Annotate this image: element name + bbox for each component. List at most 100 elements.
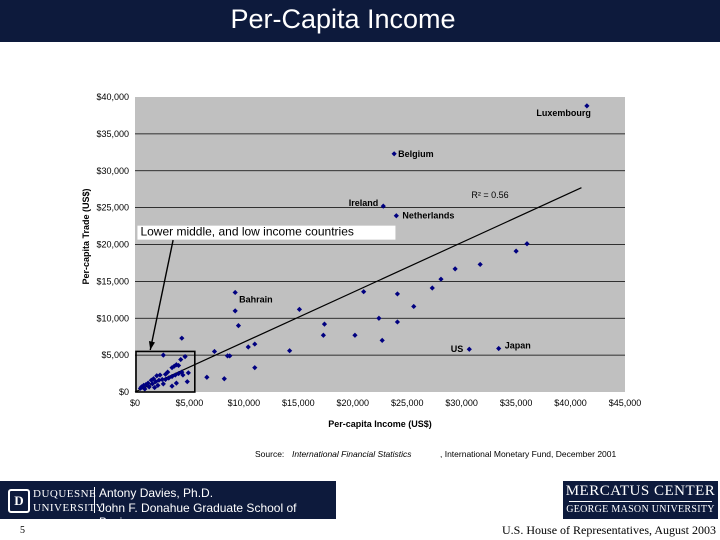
x-tick-label: $15,000 [282,398,315,408]
logo-divider [94,487,95,513]
data-point [513,248,519,254]
data-point [252,365,258,371]
y-axis-label: Per-capita Trade (US$) [81,188,91,284]
x-axis-label: Per-capita Income (US$) [328,419,432,429]
data-point [157,372,163,378]
data-point [320,332,326,338]
logo-rule [569,501,712,502]
scatter-chart: $0 $5,000 $10,000 $15,000 $20,000 $25,000 $30,… [81,92,642,429]
data-point-belgium [391,151,397,157]
data-point-netherlands [393,213,399,219]
data-point [137,385,144,391]
data-point [221,376,227,382]
x-tick-label: $5,000 [176,398,204,408]
point-label-belgium: Belgium [398,149,434,159]
y-tick-label: $5,000 [101,350,129,360]
data-point [232,308,238,314]
data-point [452,266,458,272]
data-point [182,354,188,360]
data-point-bahrain [232,289,238,296]
data-point [211,348,218,355]
data-point-ireland [380,203,386,209]
data-point [411,303,417,310]
data-point [165,369,171,375]
page-number: 5 [20,525,25,536]
data-point [227,353,233,359]
data-point [178,356,184,363]
point-label-bahrain: Bahrain [239,294,273,304]
source-publisher: , International Monetary Fund, December … [440,449,617,459]
annotation-arrow [149,239,174,351]
data-point-luxembourg [584,103,590,109]
x-tick-label: $0 [130,398,140,408]
y-tick-label: $40,000 [96,92,129,102]
university-name-line2: UNIVERSITY [33,502,104,514]
point-label-japan: Japan [505,340,531,350]
data-point [169,373,175,380]
data-point [175,362,182,369]
data-point [141,382,147,388]
y-tick-label: $20,000 [96,240,129,250]
data-point [287,348,293,354]
title-bar: Per-Capita Income [0,0,720,42]
data-point [394,319,401,325]
x-tick-label: $20,000 [337,398,370,408]
data-point [376,315,382,321]
annotation-background [137,225,396,240]
source-publication: International Financial Statistics [292,449,412,459]
source-prefix: Source: [255,449,285,459]
data-point [154,373,160,379]
mercatus-name: MERCATUS CENTER [565,483,716,499]
gmu-name: GEORGE MASON UNIVERSITY [566,504,715,515]
data-point [162,376,169,383]
point-label-us: US [451,344,464,354]
school-name: John F. Donahue Graduate School of Busin… [99,501,297,529]
data-point [204,374,210,380]
data-point [379,337,385,343]
data-point [173,362,179,368]
y-tick-label: $35,000 [96,129,129,139]
data-point [179,369,185,375]
data-point [155,382,161,388]
data-point [145,380,151,386]
y-tick-label: $15,000 [96,276,129,286]
point-label-ireland: Ireland [349,198,379,208]
data-point [352,332,358,338]
x-tick-label: $45,000 [609,398,642,408]
y-tick-label: $30,000 [96,166,129,176]
arrowhead-icon [148,341,155,350]
data-point [156,377,162,383]
duquesne-badge-icon: D [8,489,30,513]
point-label-luxembourg: Luxembourg [536,108,591,118]
footer-venue: U.S. House of Representatives, August 20… [502,523,716,537]
mercatus-logo: MERCATUS CENTER GEORGE MASON UNIVERSITY [563,481,718,519]
university-name-line1: DUQUESNE [33,488,97,500]
data-point [361,289,367,295]
x-tick-label: $25,000 [391,398,424,408]
duquesne-logo: D DUQUESNE UNIVERSITY Antony Davies, Ph.… [0,481,336,529]
y-tick-label: $25,000 [96,203,129,213]
x-tick-label: $35,000 [500,398,533,408]
data-point [160,352,166,358]
data-point [172,372,178,378]
x-tick-label: $30,000 [445,398,478,408]
data-point [173,380,179,386]
data-point [160,381,166,387]
data-point [180,372,186,378]
author-name: Antony Davies, Ph.D. [99,486,214,500]
x-tick-label: $10,000 [228,398,261,408]
point-label-netherlands: Netherlands [402,211,454,221]
data-point [142,386,148,392]
y-tick-label: $0 [119,387,129,397]
data-point [169,365,175,371]
data-point [184,379,190,385]
x-tick-label: $40,000 [554,398,587,408]
data-point [159,376,165,383]
data-point [429,285,435,291]
data-point [146,384,152,390]
data-point [150,376,157,382]
data-point [162,371,169,377]
annotation-text: Lower middle, and low income countries [140,225,353,239]
y-tick-label: $10,000 [96,313,129,323]
data-point-us [466,346,472,352]
